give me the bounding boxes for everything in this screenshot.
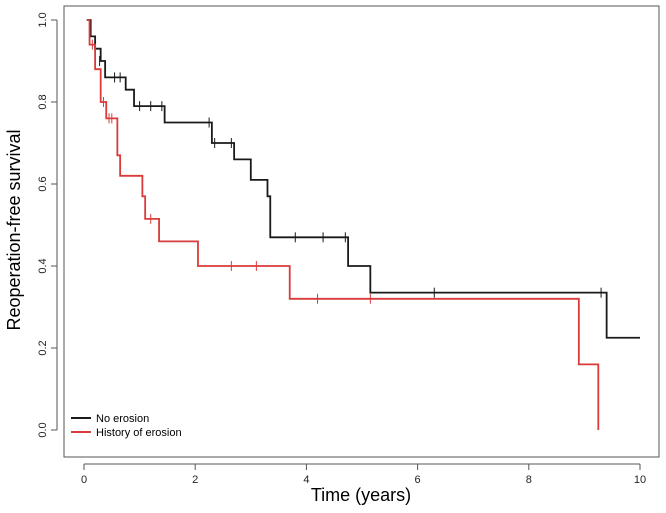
y-axis-title: Reoperation-free survival bbox=[4, 129, 24, 330]
step-line-history-of-erosion bbox=[86, 19, 600, 430]
plot-frame bbox=[63, 5, 660, 458]
x-tick-label: 8 bbox=[526, 474, 532, 486]
series-layer bbox=[86, 19, 640, 430]
y-tick-label: 0.2 bbox=[37, 340, 49, 355]
legend-label-history-of-erosion: History of erosion bbox=[96, 427, 182, 439]
series-history-of-erosion bbox=[86, 19, 600, 430]
y-tick-label: 0.0 bbox=[37, 422, 49, 437]
legend: No erosion History of erosion bbox=[71, 413, 182, 439]
y-tick-label: 0.8 bbox=[37, 94, 49, 109]
x-tick-label: 0 bbox=[81, 474, 87, 486]
y-axis: 0.0 0.2 0.4 0.6 0.8 1.0 bbox=[37, 12, 58, 438]
x-tick-label: 10 bbox=[634, 474, 646, 486]
legend-label-no-erosion: No erosion bbox=[96, 413, 149, 425]
x-axis-title: Time (years) bbox=[311, 485, 411, 505]
y-tick-label: 1.0 bbox=[37, 12, 49, 27]
step-line-no-erosion bbox=[86, 19, 640, 339]
series-no-erosion bbox=[86, 19, 640, 339]
x-tick-label: 2 bbox=[192, 474, 198, 486]
y-tick-label: 0.4 bbox=[37, 258, 49, 273]
y-tick-label: 0.6 bbox=[37, 176, 49, 191]
x-tick-label: 4 bbox=[303, 474, 309, 486]
x-tick-label: 6 bbox=[415, 474, 421, 486]
x-axis: 0 2 4 6 8 10 bbox=[81, 463, 646, 486]
